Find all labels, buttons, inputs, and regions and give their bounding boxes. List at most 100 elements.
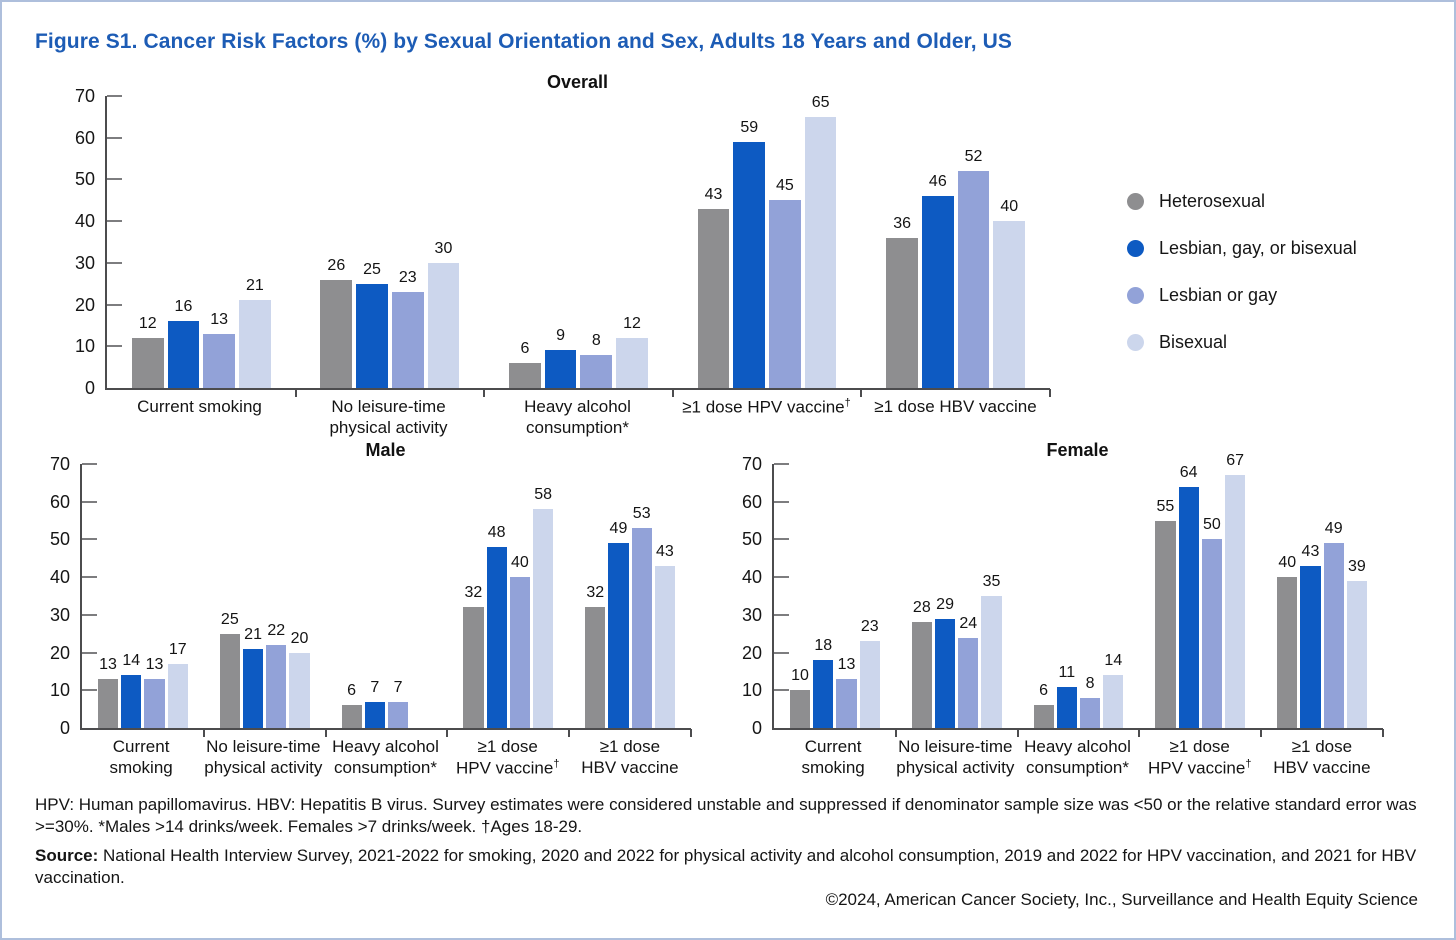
bar-value-label: 59 <box>740 118 759 136</box>
bar: 43 <box>1300 543 1321 728</box>
plot-area: 13 14 13 17 25 21 22 20 6 7 7 32 48 40 58 32 49 53 43 <box>80 463 692 737</box>
dagger-footnote-marker: † <box>1245 757 1252 770</box>
y-tick-label: 30 <box>49 604 70 625</box>
bar: 29 <box>934 596 956 728</box>
bar-value-label: 23 <box>860 618 879 636</box>
y-tick-mark <box>774 463 789 465</box>
bar: 22 <box>266 622 287 728</box>
chart-body: 0 10 20 30 40 50 60 70 10 18 13 23 28 29 24 35 6 11 8 14 55 6… <box>727 452 1384 779</box>
y-tick-label: 50 <box>49 529 70 550</box>
bar: 35 <box>981 573 1002 728</box>
bar-value-label: 22 <box>267 622 286 640</box>
figure-title: Figure S1. Cancer Risk Factors (%) by Se… <box>35 30 1012 53</box>
x-axis-tick <box>1016 729 1019 737</box>
y-tick-label: 60 <box>741 491 762 512</box>
x-category-label-line: ≥1 dose <box>1291 737 1353 756</box>
x-category-label-line: HPV vaccine† <box>1147 757 1252 778</box>
source-label: Source: <box>35 846 99 865</box>
x-category-label-line: Heavy alcohol consumption* <box>524 397 631 437</box>
bar: 16 <box>167 298 200 388</box>
plot-area: 12 16 13 21 26 25 23 30 6 9 8 12 43 59 45 65 36 46 52 40 <box>105 94 1051 397</box>
bar: 6 <box>1033 682 1054 728</box>
bar-value-label: 14 <box>1104 652 1123 670</box>
y-tick-mark <box>107 220 122 223</box>
y-tick-label: 30 <box>74 252 95 273</box>
chart-title: Female <box>1046 440 1109 460</box>
bar: 30 <box>427 240 460 388</box>
bar-group: 55 64 50 67 <box>1139 452 1261 728</box>
x-category-label: Heavy alcohol consumption* <box>483 397 672 438</box>
bar-value-label: 13 <box>210 310 229 328</box>
bar: 53 <box>631 505 652 728</box>
bar: 21 <box>242 626 264 728</box>
legend-item: Lesbian, gay, or bisexual <box>1127 238 1357 258</box>
bar-value-label: 18 <box>814 637 833 655</box>
x-category-label-line: HBV vaccine <box>581 757 679 777</box>
bar: 25 <box>219 611 240 728</box>
bar-value-label: 40 <box>1278 554 1297 572</box>
bar-value-label: 13 <box>99 655 117 673</box>
legend-label: Bisexual <box>1159 331 1228 352</box>
bar: 10 <box>789 667 811 728</box>
bar: 6 <box>341 682 362 728</box>
y-tick-label: 20 <box>49 642 70 663</box>
x-category-label-line: Heavy alcohol <box>332 737 439 756</box>
chart-title: Overall <box>546 72 609 92</box>
bar-value-label: 53 <box>632 505 651 523</box>
y-axis: 0 10 20 30 40 50 60 70 <box>35 454 80 738</box>
bar-value-label: 58 <box>534 486 553 504</box>
bar: 23 <box>859 618 880 728</box>
bar-value-label: 8 <box>591 331 601 349</box>
y-tick-label: 40 <box>49 567 70 588</box>
bar-value-label: 12 <box>138 314 157 332</box>
x-category-label-line: Current smoking <box>137 397 262 416</box>
chart-female: Female 0 10 20 30 40 50 60 70 10 18 13 23 28 29 24 35 6 11… <box>727 440 1384 779</box>
bar-group: 6 9 8 12 <box>484 96 673 388</box>
bar-value-label: 55 <box>1156 497 1175 515</box>
x-category-label-line: No leisure-time <box>206 737 321 756</box>
source-text: Source: National Health Interview Survey… <box>35 845 1429 888</box>
y-tick-mark <box>82 576 97 579</box>
copyright-text: ©2024, American Cancer Society, Inc., Su… <box>825 890 1418 909</box>
x-axis-tick <box>860 389 863 397</box>
bar-value-label: 9 <box>556 327 566 345</box>
bar-value-label: 24 <box>959 614 978 632</box>
y-tick-mark <box>107 261 122 264</box>
plot-column: 10 18 13 23 28 29 24 35 6 11 8 14 55 64 50 67 40 43 49 39 Cu… <box>772 452 1384 779</box>
bar-value-label: 26 <box>327 256 346 274</box>
plot-column: 13 14 13 17 25 21 22 20 6 7 7 32 48 40 58 32 49 53 43 Curre… <box>80 463 692 779</box>
y-tick-label: 50 <box>741 529 762 550</box>
x-category-label: Heavy alcohol consumption* <box>324 737 446 779</box>
bar: 12 <box>131 315 164 388</box>
x-category-label-line: ≥1 dose HBV vaccine <box>874 397 1037 416</box>
plot-area: 10 18 13 23 28 29 24 35 6 11 8 14 55 64 50 67 40 43 49 39 <box>772 452 1384 737</box>
x-category-label: ≥1 dose HBV vaccine <box>861 397 1050 438</box>
x-category-label: ≥1 dose HBV vaccine <box>1261 737 1383 779</box>
bar-value-label: 43 <box>704 185 723 203</box>
x-category-label-line: ≥1 dose <box>477 737 538 756</box>
bar-value-label: 25 <box>363 260 381 278</box>
x-category-label-line: Current smoking <box>109 737 173 777</box>
y-tick-mark <box>107 95 122 97</box>
bar: 52 <box>957 148 990 388</box>
bar-value-label: 32 <box>464 584 483 602</box>
chart-body: 0 10 20 30 40 50 60 70 13 14 13 17 25 21 22 20 6 7 7 32 48 40… <box>35 454 692 779</box>
bar-groups: 10 18 13 23 28 29 24 35 6 11 8 14 55 64 50 67 40 43 49 39 <box>774 452 1383 728</box>
bar: 12 <box>616 315 648 388</box>
bar-value-label: 46 <box>928 173 947 191</box>
x-category-label: Current smoking <box>772 737 894 779</box>
bar-group: 13 14 13 17 <box>82 464 204 728</box>
bar: 8 <box>1079 675 1101 728</box>
x-category-label-line: No leisure-time <box>898 737 1013 756</box>
y-tick-mark <box>107 303 122 306</box>
bar: 13 <box>836 656 857 728</box>
x-axis-tick <box>1138 729 1141 737</box>
legend-label: Heterosexual <box>1159 190 1266 211</box>
legend-color-dot-icon <box>1127 286 1144 304</box>
x-category-label-line: ≥1 dose <box>1169 737 1230 756</box>
x-axis-tick <box>690 729 692 737</box>
x-axis-tick <box>1049 389 1051 397</box>
bar-value-label: 13 <box>837 655 856 673</box>
y-tick-mark <box>82 651 97 654</box>
